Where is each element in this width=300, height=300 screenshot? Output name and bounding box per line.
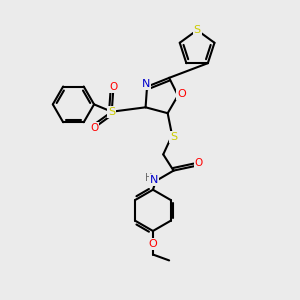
Text: N: N xyxy=(150,175,159,185)
Text: N: N xyxy=(141,79,150,89)
Text: H: H xyxy=(145,173,152,183)
Text: S: S xyxy=(194,25,201,35)
Text: S: S xyxy=(108,107,115,117)
Text: O: O xyxy=(110,82,118,92)
Text: O: O xyxy=(177,89,186,99)
Text: S: S xyxy=(170,132,177,142)
Text: O: O xyxy=(194,158,203,168)
Text: O: O xyxy=(148,239,157,249)
Text: O: O xyxy=(90,123,98,133)
